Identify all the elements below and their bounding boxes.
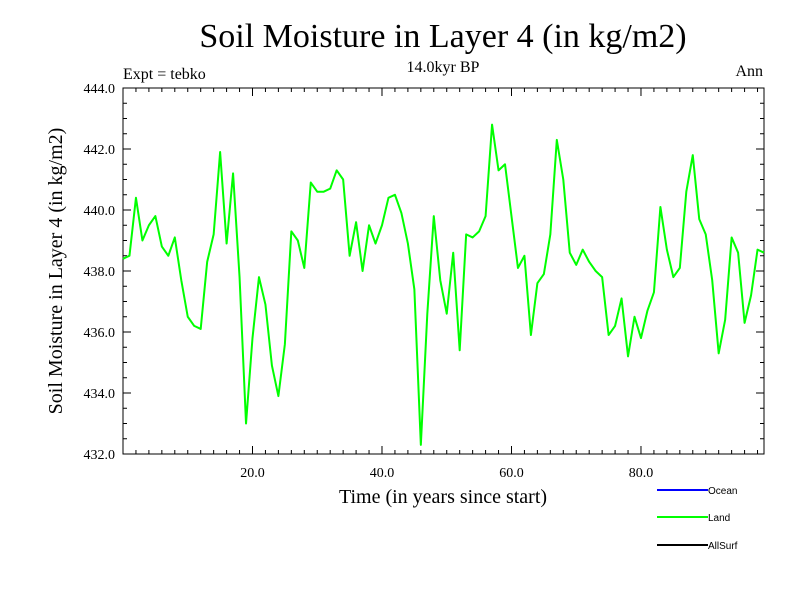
x-tick-label: 80.0 xyxy=(629,466,654,481)
legend: Ocean Land AllSurf xyxy=(657,486,738,552)
axis-tick-labels: 432.0 434.0 436.0 438.0 440.0 442.0 444.0 20.0 4… xyxy=(84,82,654,481)
season-label: Ann xyxy=(735,63,763,80)
chart-title: Soil Moisture in Layer 4 (in kg/m2) xyxy=(199,18,686,55)
series-layer xyxy=(122,123,765,446)
y-tick-label: 434.0 xyxy=(84,387,116,402)
series-line-land xyxy=(122,123,765,446)
y-tick-label: 444.0 xyxy=(84,82,116,97)
y-tick-label: 436.0 xyxy=(84,326,116,341)
x-axis-label: Time (in years since start) xyxy=(339,486,547,508)
legend-label: Ocean xyxy=(708,486,737,497)
y-tick-label: 440.0 xyxy=(84,204,116,219)
y-tick-label: 442.0 xyxy=(84,143,116,158)
legend-entry-allsurf: AllSurf xyxy=(657,541,738,552)
plot-frame xyxy=(122,87,765,455)
experiment-label: Expt = tebko xyxy=(123,66,206,83)
x-tick-label: 40.0 xyxy=(370,466,395,481)
y-tick-label: 438.0 xyxy=(84,265,116,280)
chart-subtitle: 14.0kyr BP xyxy=(407,59,480,76)
y-axis-label: Soil Moisture in Layer 4 (in kg/m2) xyxy=(45,128,67,415)
legend-label: AllSurf xyxy=(708,541,738,552)
x-tick-label: 20.0 xyxy=(240,466,265,481)
axis-ticks xyxy=(123,87,764,455)
x-tick-label: 60.0 xyxy=(499,466,524,481)
legend-label: Land xyxy=(708,513,730,524)
legend-entry-land: Land xyxy=(657,513,730,524)
y-tick-label: 432.0 xyxy=(84,448,116,463)
legend-entry-ocean: Ocean xyxy=(657,486,737,497)
